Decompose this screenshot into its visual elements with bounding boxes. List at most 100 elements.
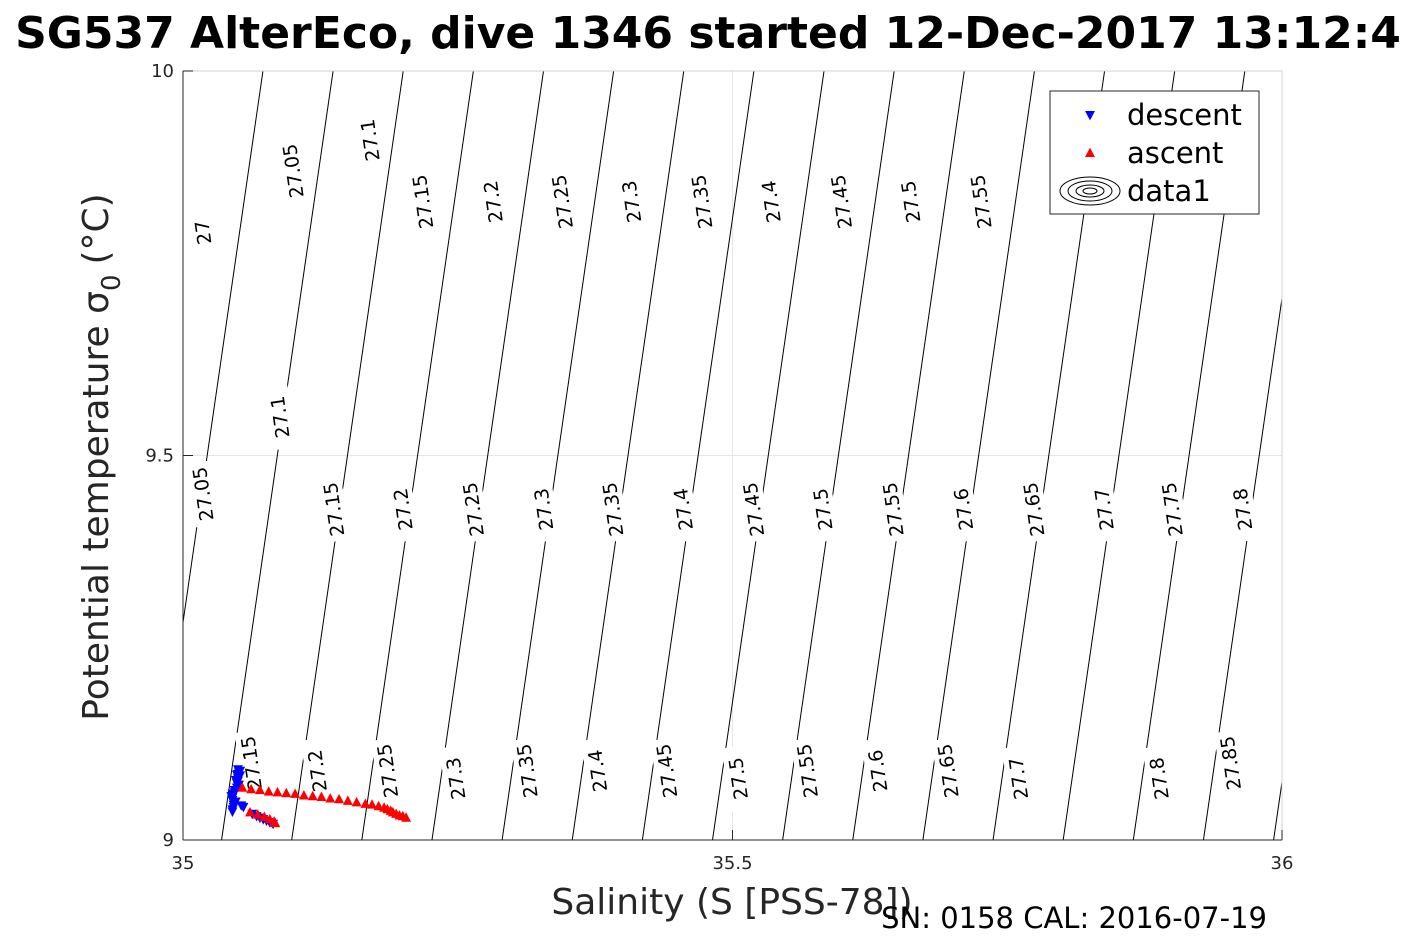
contour-label-bg-39 <box>1001 745 1035 812</box>
contour-label-bg-35 <box>721 745 755 812</box>
ascent-point-6 <box>290 788 301 798</box>
ascent-point-1 <box>246 783 257 794</box>
isopycnal-27.15 <box>361 71 474 840</box>
contour-label-bg-24 <box>1017 475 1051 543</box>
contour-label-bg-25 <box>1087 475 1121 543</box>
legend-label-data1: data1 <box>1127 174 1211 208</box>
contour-label-bg-29 <box>300 737 334 805</box>
isopycnal-27.45 <box>782 71 895 840</box>
isopycnal-27.05 <box>221 71 334 840</box>
contour-label-bg-2 <box>353 106 387 174</box>
contour-label-bg-7 <box>685 168 719 236</box>
contour-label-bg-23 <box>946 475 980 543</box>
contour-label-bg-36 <box>790 737 824 805</box>
contour-label-bg-0 <box>186 199 220 266</box>
isopycnal-27.35 <box>641 71 755 840</box>
contour-label-bg-10 <box>894 168 928 236</box>
contour-label-bg-8 <box>754 168 788 236</box>
contour-label-bg-28 <box>234 729 268 797</box>
ascent-point-30 <box>270 817 281 828</box>
isopycnal-27.25 <box>501 71 615 840</box>
x-tick-label-2: 36 <box>1271 853 1294 874</box>
contour-label-bg-5 <box>545 168 579 236</box>
descent-point-25 <box>229 785 240 796</box>
ascent-point-27 <box>259 811 270 821</box>
contour-label-bg-20 <box>736 475 770 543</box>
contour-label-bg-34 <box>650 737 684 805</box>
ascent-point-4 <box>272 786 283 797</box>
chart-title: SG537 AlterEco, dive 1346 started 12-Dec… <box>15 8 1401 59</box>
contour-label-bg-21 <box>806 475 840 543</box>
isopycnal-27.85 <box>1344 71 1417 840</box>
ascent-point-25 <box>245 806 255 817</box>
descent-point-22 <box>233 765 243 775</box>
contour-label-bg-3 <box>406 168 440 236</box>
contour-label-bg-1 <box>276 137 310 205</box>
y-axis-label-main: Potential temperature σ <box>76 291 117 721</box>
legend-label-descent: descent <box>1127 98 1242 132</box>
ascent-point-3 <box>263 786 274 796</box>
ascent-point-7 <box>298 789 309 800</box>
contour-label-bg-19 <box>666 475 700 543</box>
calibration-footer: SN: 0158 CAL: 2016-07-19 <box>881 901 1267 935</box>
contour-label-bg-27 <box>1225 475 1259 543</box>
isopycnal-27.1 <box>291 71 404 840</box>
isopycnal-27.5 <box>852 71 965 840</box>
contour-label-bg-12 <box>186 460 220 528</box>
y-tick-label-0: 9 <box>163 830 174 851</box>
legend: descent ascent data1 <box>1049 90 1260 215</box>
isopycnal-27.8 <box>1273 778 1282 840</box>
ascent-point-11 <box>334 793 345 804</box>
isopycnal-contours <box>183 71 1417 840</box>
y-axis-label-unit: (°C) <box>76 193 117 264</box>
y-tick-label-2: 10 <box>151 61 174 82</box>
contour-label-bg-41 <box>1213 729 1247 797</box>
contour-label-bg-37 <box>861 737 895 805</box>
isopycnal-27.3 <box>571 71 685 840</box>
y-axis-label-subscript: 0 <box>97 274 127 291</box>
isopycnal-27.55 <box>922 71 1035 840</box>
legend-contour-ring-2 <box>1075 184 1105 198</box>
y-tick-label-1: 9.5 <box>145 446 174 467</box>
contour-label-bg-9 <box>824 168 858 236</box>
legend-contour-ring-1 <box>1067 180 1113 202</box>
legend-marker-descent <box>1085 110 1095 121</box>
contour-label-bg-26 <box>1155 475 1189 543</box>
legend-marker-ascent <box>1085 147 1095 158</box>
legend-contour-ring-0 <box>1059 176 1121 206</box>
isopycnal-27.75 <box>1202 294 1282 840</box>
x-tick-label-0: 35 <box>172 853 195 874</box>
contour-label-bg-16 <box>456 475 490 543</box>
isopycnal-27 <box>183 71 264 626</box>
ascent-point-10 <box>325 793 336 803</box>
y-axis-label: Potential temperature σ0 (°C) <box>76 193 127 720</box>
ascent-point-14 <box>360 798 371 808</box>
ascent-point-13 <box>351 796 362 807</box>
ascent-point-15 <box>367 799 377 809</box>
x-tick-label-1: 35.5 <box>712 853 752 874</box>
ascent-point-9 <box>316 791 327 801</box>
ascent-point-12 <box>342 795 353 805</box>
ascent-point-26 <box>252 809 263 819</box>
contour-label-bg-22 <box>876 475 910 543</box>
contour-label-bg-4 <box>476 168 510 236</box>
contour-label-0: 27 <box>191 219 216 246</box>
contour-label-bg-30 <box>370 737 404 805</box>
legend-contour-ring-3 <box>1082 187 1098 195</box>
ascent-point-5 <box>281 787 292 798</box>
contour-label-bg-40 <box>1142 745 1176 812</box>
contour-label-bg-14 <box>317 475 351 543</box>
ascent-point-24 <box>401 812 412 822</box>
contour-label-bg-13 <box>263 383 297 451</box>
x-axis-label: Salinity (S [PSS-78]) <box>551 882 912 923</box>
descent-point-28 <box>238 802 249 813</box>
contour-label-bg-15 <box>386 475 420 543</box>
isopycnal-27.4 <box>712 71 825 840</box>
contour-label-bg-11 <box>964 168 998 236</box>
contour-label-bg-33 <box>580 737 614 805</box>
contour-label-bg-17 <box>527 475 560 543</box>
ascent-point-0 <box>237 782 248 792</box>
descent-point-24 <box>230 775 241 786</box>
